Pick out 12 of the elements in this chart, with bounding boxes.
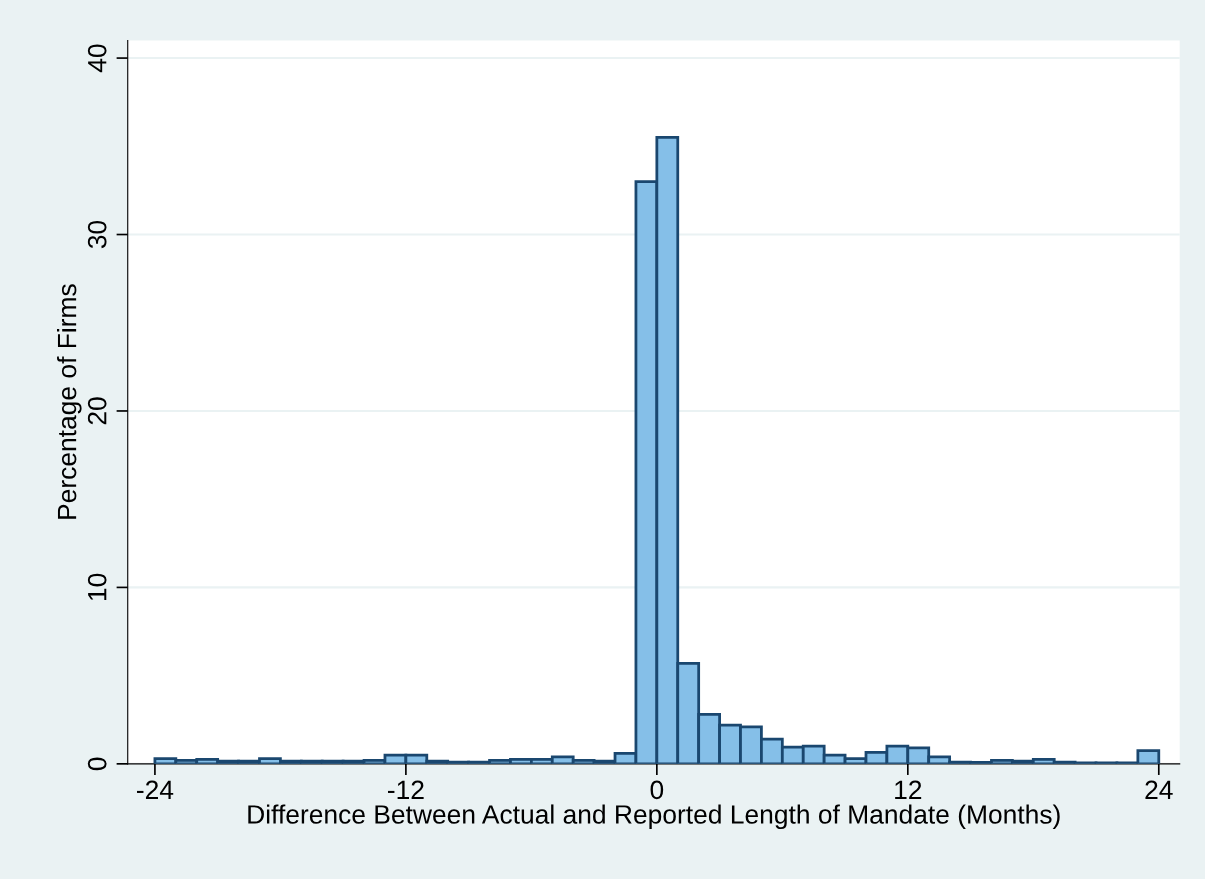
y-tick-label: 20 <box>87 397 107 425</box>
x-axis-title: Difference Between Actual and Reported Length of Mandate (Months) <box>248 804 1060 830</box>
x-tick-label: 12 <box>895 780 922 799</box>
y-tick-label: 10 <box>87 573 107 601</box>
x-tick-label: 24 <box>1145 780 1173 799</box>
x-tick-label: 0 <box>650 780 664 800</box>
y-tick-label: 0 <box>87 757 107 771</box>
y-tick-label: 30 <box>87 220 107 249</box>
x-tick-label: -24 <box>137 780 174 799</box>
y-tick-label: 40 <box>87 44 107 73</box>
y-axis-title: Percentage of Firms <box>57 284 82 519</box>
x-tick-label: -12 <box>387 780 424 799</box>
